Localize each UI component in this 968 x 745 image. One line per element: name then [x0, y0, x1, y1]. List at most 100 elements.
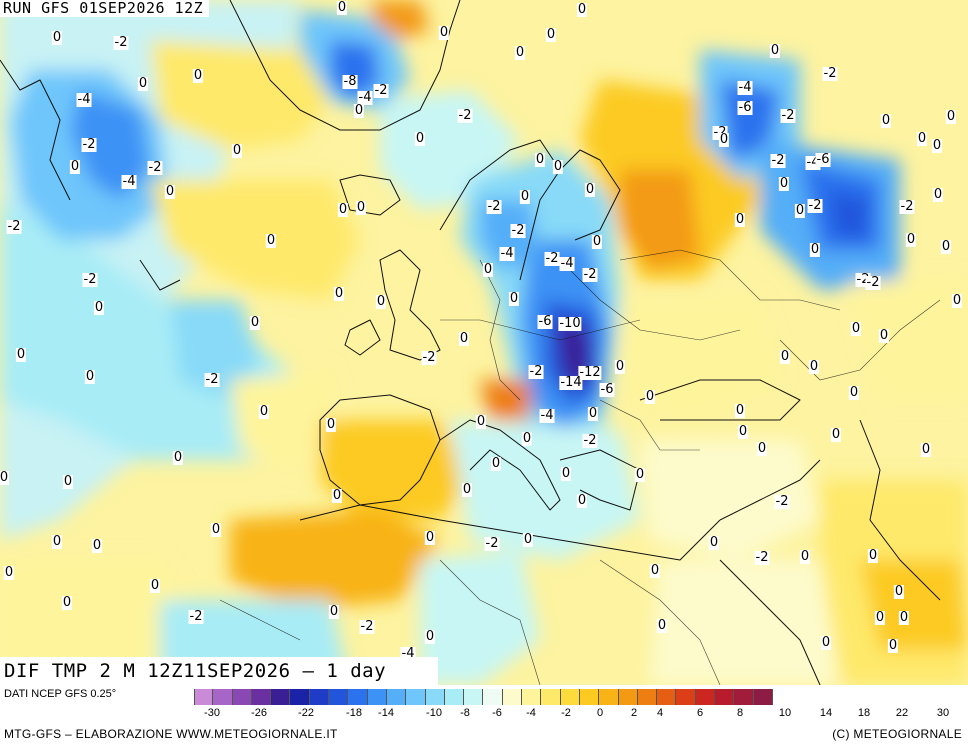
color-scale-tick: -26 [251, 707, 267, 719]
isoline-label: 0 [945, 109, 957, 124]
temperature-anomaly-map: 0 -2 -4 0 0 -2 0 -2 -4 0 0 0 0 -8 -2 -4 0 -2 0 0 0 -2 0 0 0 -2 0 0 0… [0, 0, 968, 685]
color-scale-tick: 14 [819, 707, 833, 719]
isoline-label: -2 [780, 108, 796, 123]
isoline-label: -4 [539, 408, 555, 423]
isoline-label: 0 [560, 466, 572, 481]
isoline-label: 0 [337, 202, 349, 217]
isoline-label: 0 [644, 389, 656, 404]
color-scale-tick: -30 [204, 707, 220, 719]
isoline-label: -2 [899, 199, 915, 214]
color-scale-tick: -6 [492, 707, 502, 719]
credit-left: MTG-GFS – ELABORAZIONE WWW.METEOGIORNALE… [4, 727, 338, 741]
isoline-label: 0 [51, 534, 63, 549]
isoline-label: 0 [258, 404, 270, 419]
isoline-label: 0 [769, 43, 781, 58]
isoline-label: 0 [809, 242, 821, 257]
isoline-label: -4 [357, 90, 373, 105]
isoline-label: 0 [62, 474, 74, 489]
isoline-label: 0 [552, 159, 564, 174]
map-title: DIF TMP 2 M 12Z11SEP2026 – 1 day [0, 657, 438, 685]
isoline-label: 0 [490, 456, 502, 471]
isoline-label: -2 [822, 66, 838, 81]
isoline-label: 0 [820, 635, 832, 650]
isoline-label: -2 [147, 160, 163, 175]
color-scale-cell [406, 689, 426, 705]
isoline-label: -2 [188, 609, 204, 624]
credit-right: (C) METEOGIORNALE [832, 727, 962, 741]
color-scale-cell [599, 689, 619, 705]
color-scale-cell [386, 689, 407, 705]
color-scale-tick: -14 [378, 707, 394, 719]
isoline-label: 0 [808, 359, 820, 374]
color-scale-tick: -22 [298, 707, 314, 719]
isoline-label: 0 [951, 293, 963, 308]
isoline-label: -2 [774, 494, 790, 509]
isoline-label: 0 [331, 488, 343, 503]
color-scale-tick: 30 [936, 707, 950, 719]
isoline-label: 0 [893, 584, 905, 599]
isoline-label: 0 [231, 143, 243, 158]
isoline-label: 0 [634, 467, 646, 482]
isoline-label: 0 [458, 331, 470, 346]
color-scale-tick: -4 [526, 707, 536, 719]
isoline-label: 0 [375, 294, 387, 309]
isoline-label: -10 [558, 316, 582, 331]
isoline-label: -14 [559, 375, 583, 390]
isoline-label: 0 [355, 200, 367, 215]
data-source: DATI NCEP GFS 0.25° [4, 688, 117, 700]
isoline-label: 0 [508, 291, 520, 306]
isoline-label: 0 [905, 232, 917, 247]
isoline-label: 0 [830, 427, 842, 442]
isoline-label: 0 [850, 321, 862, 336]
isoline-label: -2 [770, 153, 786, 168]
isoline-label: 0 [61, 595, 73, 610]
color-scale-cell [444, 689, 465, 705]
color-scale-cell [502, 689, 523, 705]
isoline-label: -2 [486, 199, 502, 214]
color-scale-cell [695, 689, 716, 705]
color-scale-cell [309, 689, 330, 705]
isoline-label: 0 [898, 610, 910, 625]
isoline-label: 0 [461, 482, 473, 497]
color-scale-cell [425, 689, 445, 705]
isoline-label: 0 [778, 176, 790, 191]
isoline-label: 0 [353, 103, 365, 118]
isoline-label: 0 [522, 532, 534, 547]
color-scale-tick: 0 [596, 707, 604, 719]
isoline-label: -12 [578, 365, 602, 380]
color-scale-cell [753, 689, 773, 705]
isoline-label: 0 [424, 530, 436, 545]
isoline-label: 0 [84, 369, 96, 384]
isoline-label: 0 [15, 347, 27, 362]
color-scale-cell [618, 689, 638, 705]
isoline-label: 0 [931, 138, 943, 153]
isoline-label: -6 [599, 382, 615, 397]
isoline-label: 0 [521, 431, 533, 446]
isoline-label: 0 [576, 2, 588, 17]
color-scale-cell [541, 689, 561, 705]
isoline-label: 0 [3, 565, 15, 580]
run-header: RUN GFS 01SEP2026 12Z [0, 0, 210, 17]
isoline-label: -4 [499, 246, 515, 261]
isoline-label: 0 [336, 0, 348, 15]
isoline-label: 0 [584, 182, 596, 197]
isoline-label: 0 [414, 131, 426, 146]
isoline-label: 0 [249, 315, 261, 330]
color-scale-cell [271, 689, 291, 705]
isoline-label: 0 [438, 25, 450, 40]
isoline-label: -2 [81, 137, 97, 152]
isoline-label: -4 [737, 80, 753, 95]
isoline-label: 0 [482, 262, 494, 277]
isoline-label: 0 [210, 522, 222, 537]
isoline-label: 0 [799, 549, 811, 564]
color-scale-tick: 10 [778, 707, 792, 719]
isoline-label: -6 [815, 152, 831, 167]
isoline-label: 0 [265, 233, 277, 248]
isoline-label: 0 [545, 27, 557, 42]
isoline-label: 0 [51, 30, 63, 45]
isoline-label: 0 [164, 184, 176, 199]
color-scale-cell [367, 689, 387, 705]
color-scale-tick: -10 [426, 707, 442, 719]
isoline-label: 0 [848, 385, 860, 400]
isoline-label: -2 [582, 267, 598, 282]
